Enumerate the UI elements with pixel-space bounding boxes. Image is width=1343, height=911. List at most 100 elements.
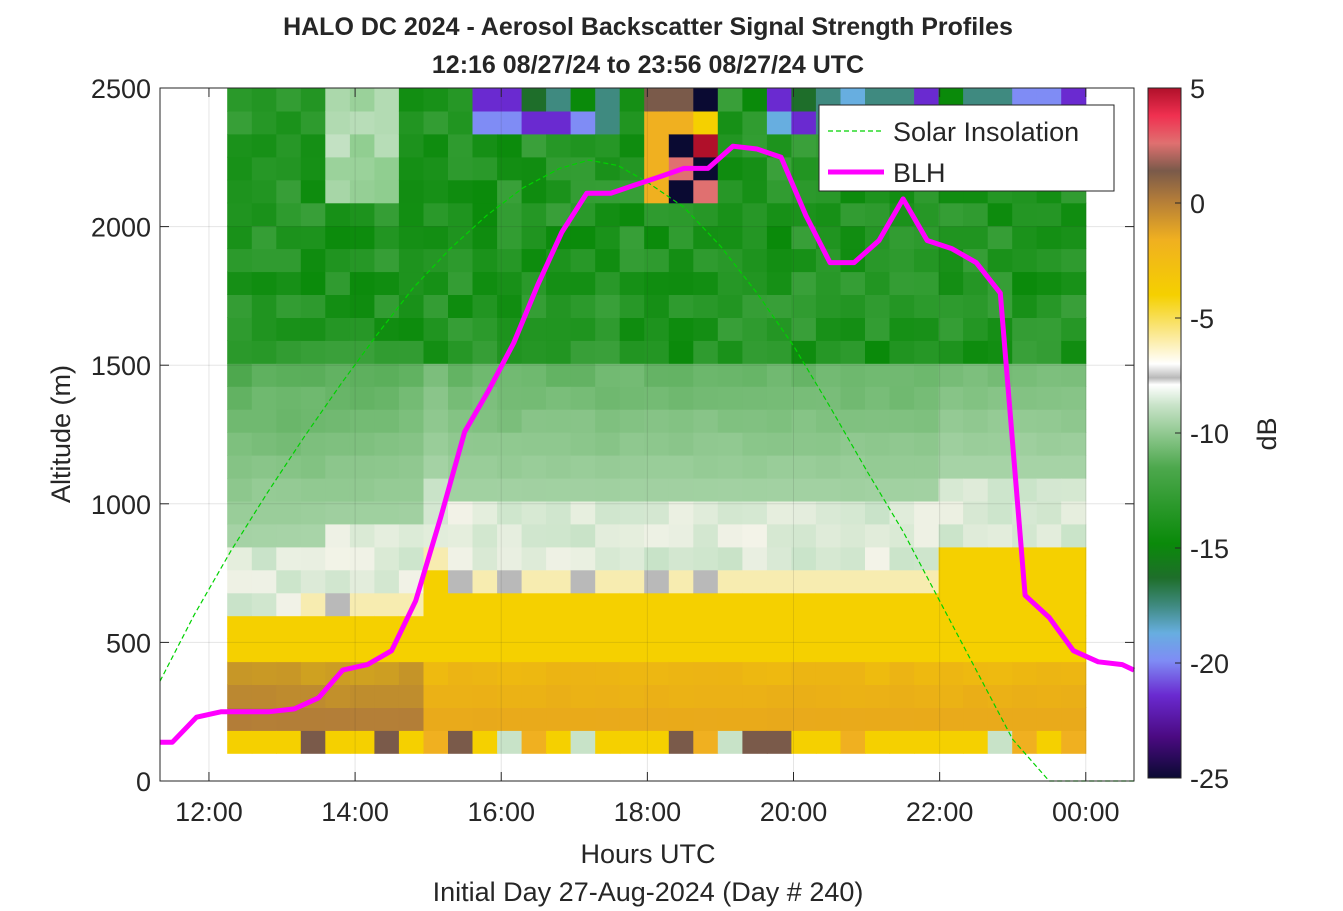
heatmap-cell (791, 707, 817, 731)
heatmap-cell (497, 271, 523, 295)
heatmap-cell (570, 569, 596, 594)
heatmap-cell (374, 661, 400, 685)
heatmap-cell (398, 340, 424, 364)
heatmap-cell (595, 110, 621, 135)
heatmap-cell (227, 225, 253, 250)
heatmap-cell (325, 156, 351, 181)
heatmap-cell (766, 88, 792, 112)
heatmap-cell (398, 684, 424, 708)
heatmap-cell (963, 202, 989, 227)
heatmap-cell (963, 684, 989, 708)
heatmap-cell (349, 546, 375, 571)
heatmap-cell (840, 615, 866, 640)
heatmap-cell (693, 340, 719, 364)
heatmap-cell (766, 248, 792, 273)
heatmap-cell (791, 133, 817, 158)
heatmap-cell (546, 386, 572, 410)
heatmap-cell (448, 110, 474, 135)
heatmap-cell (472, 707, 498, 731)
heatmap-cell (521, 500, 547, 525)
heatmap-cell (619, 455, 645, 479)
heatmap-cell (325, 294, 351, 318)
heatmap-cell (325, 133, 351, 158)
heatmap-cell (349, 363, 375, 387)
heatmap-cell (521, 248, 547, 273)
heatmap-cell (325, 225, 351, 250)
heatmap-cell (668, 615, 694, 640)
heatmap-cell (963, 500, 989, 525)
heatmap-cell (889, 409, 915, 433)
heatmap-cell (742, 202, 768, 227)
heatmap-cell (668, 88, 694, 112)
heatmap-cell (815, 317, 841, 341)
heatmap-cell (914, 523, 940, 548)
heatmap-cell (938, 363, 964, 387)
heatmap-cell (987, 569, 1013, 594)
heatmap-cell (963, 409, 989, 433)
heatmap-cell (1036, 638, 1062, 663)
heatmap-cell (595, 638, 621, 663)
heatmap-cell (276, 615, 302, 640)
heatmap-cell (423, 409, 449, 433)
heatmap-cell (546, 707, 572, 731)
heatmap-cell (717, 271, 743, 295)
heatmap-cell (374, 294, 400, 318)
heatmap-cell (521, 546, 547, 571)
heatmap-cell (570, 615, 596, 640)
heatmap-cell (889, 317, 915, 341)
heatmap-cell (693, 110, 719, 135)
heatmap-cell (668, 546, 694, 571)
heatmap-cell (742, 615, 768, 640)
heatmap-cell (619, 546, 645, 571)
heatmap-cell (668, 225, 694, 250)
heatmap-cell (497, 478, 523, 502)
heatmap-cell (914, 707, 940, 731)
legend-solar-label: Solar Insolation (893, 117, 1079, 147)
heatmap-cell (865, 294, 891, 318)
heatmap-cell (595, 409, 621, 433)
heatmap-cell (325, 478, 351, 502)
heatmap-cell (227, 88, 253, 112)
heatmap-cell (889, 271, 915, 295)
heatmap-cell (276, 340, 302, 364)
heatmap-cell (742, 340, 768, 364)
heatmap-cell (693, 546, 719, 571)
heatmap-cell (668, 684, 694, 708)
heatmap-cell (325, 569, 351, 594)
heatmap-cell (546, 271, 572, 295)
heatmap-cell (938, 409, 964, 433)
heatmap-cell (840, 363, 866, 387)
heatmap-cell (595, 225, 621, 250)
heatmap-cell (325, 523, 351, 548)
heatmap-cell (448, 730, 474, 754)
heatmap-cell (349, 730, 375, 754)
heatmap-cell (1061, 340, 1087, 364)
heatmap-cell (644, 110, 670, 135)
heatmap-cell (398, 294, 424, 318)
heatmap-cell (644, 730, 670, 754)
heatmap-cell (448, 156, 474, 181)
heatmap-cell (423, 478, 449, 502)
heatmap-cell (423, 133, 449, 158)
heatmap-cell (472, 546, 498, 571)
heatmap-cell (766, 179, 792, 204)
heatmap-cell (1012, 661, 1038, 685)
heatmap-cell (766, 271, 792, 295)
heatmap-cell (987, 478, 1013, 502)
heatmap-cell (300, 294, 326, 318)
heatmap-cell (374, 615, 400, 640)
heatmap-cell (840, 707, 866, 731)
heatmap-cell (546, 523, 572, 548)
heatmap-cell (595, 202, 621, 227)
heatmap-cell (865, 340, 891, 364)
heatmap-cell (815, 386, 841, 410)
heatmap-cell (938, 684, 964, 708)
heatmap-cell (374, 478, 400, 502)
heatmap-cell (717, 569, 743, 594)
heatmap-cell (717, 88, 743, 112)
heatmap-cell (766, 225, 792, 250)
heatmap-cell (914, 730, 940, 754)
heatmap-cell (448, 661, 474, 685)
heatmap-cell (374, 88, 400, 112)
heatmap-cell (398, 179, 424, 204)
